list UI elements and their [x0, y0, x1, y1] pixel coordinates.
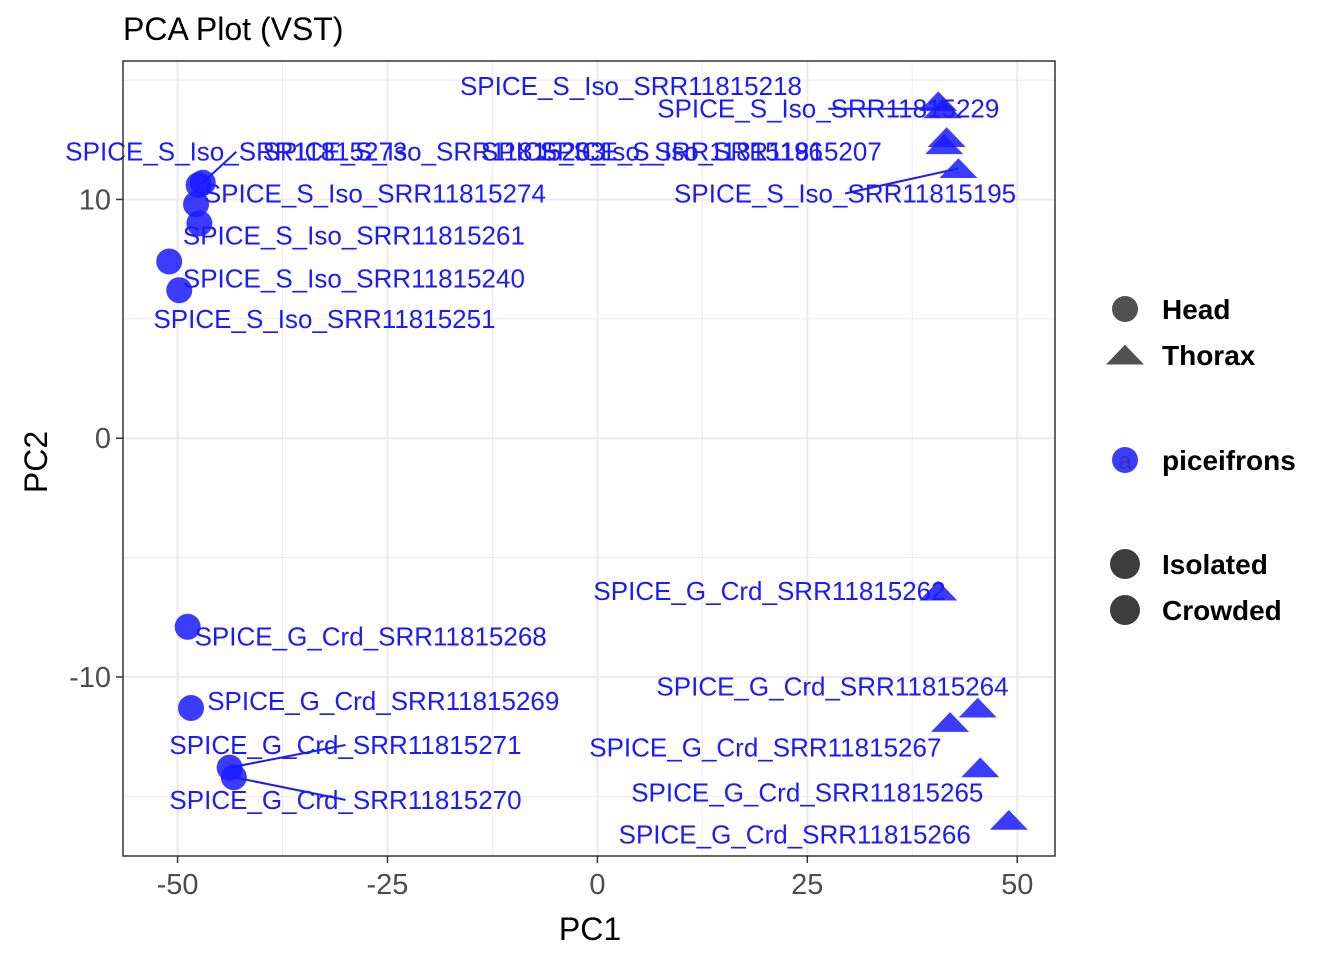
point-label: SPICE_G_Crd_SRR11815264 — [656, 671, 1008, 701]
legend-label-species: piceifrons — [1162, 445, 1296, 476]
legend-label-tissue: Head — [1162, 294, 1230, 325]
panel-border — [122, 60, 1056, 857]
legend-key-glyph: a — [1118, 448, 1132, 475]
legend-key-condition — [1110, 549, 1140, 579]
point-label: SPICE_S_Iso_SRR11815261 — [183, 220, 525, 250]
point-label: SPICE_S_Iso_SRR11815240 — [183, 263, 525, 293]
point-label: SPICE_G_Crd_SRR11815271 — [169, 730, 521, 760]
y-tick-label: -10 — [69, 662, 111, 694]
data-point-thorax — [923, 98, 962, 119]
data-point-thorax — [958, 697, 997, 718]
legend: Head Thorax a piceifrons Isolated Crowded — [1106, 294, 1296, 626]
point-label: SPICE_S_Iso_SRR11815218 — [460, 71, 802, 101]
point-label: SPICE_G_Crd_SRR11815270 — [169, 785, 521, 815]
label-connector — [844, 167, 959, 195]
x-tick-label: 0 — [589, 869, 605, 901]
data-point-thorax — [931, 712, 970, 732]
label-connector — [229, 744, 346, 769]
legend-key-circle — [1112, 296, 1138, 322]
point-label: SPICE_S_Iso_SRR11815195 — [674, 179, 1016, 209]
point-label: SPICE_G_Crd_SRR11815266 — [619, 820, 971, 850]
panel-background — [123, 61, 1055, 856]
point-label: SPICE_S_Iso_SRR11815229 — [657, 94, 999, 124]
legend-label-condition: Crowded — [1162, 595, 1282, 626]
y-tick-label: 10 — [79, 184, 111, 216]
point-label: SPICE_S_Iso_SRR11815251 — [153, 304, 495, 334]
x-tick-label: -50 — [157, 869, 199, 901]
data-point-thorax — [939, 158, 978, 178]
point-label: SPICE_G_Crd_SRR11815265 — [631, 778, 983, 808]
data-point-head — [220, 764, 247, 791]
plot-area: -50 -25 0 25 50 -10 0 10 SPICE_S_Iso_SRR11815218… — [65, 60, 1056, 901]
legend-label-tissue: Thorax — [1162, 340, 1256, 371]
legend-key-condition — [1110, 595, 1140, 625]
x-tick-label: 50 — [1001, 869, 1033, 901]
x-axis-title: PC1 — [559, 911, 621, 947]
data-point-thorax — [961, 757, 1000, 778]
data-point-head — [185, 172, 212, 199]
data-point-head — [178, 694, 205, 721]
point-label: SPICE_G_Crd_SRR11815268 — [195, 621, 547, 651]
label-connector — [233, 776, 346, 801]
x-tick-label: 25 — [791, 869, 823, 901]
y-axis-title: PC2 — [18, 431, 54, 493]
point-label: SPICE_S_Iso_SRR11815196 — [481, 137, 823, 167]
data-point-thorax — [919, 580, 958, 601]
y-tick-label: 0 — [95, 423, 111, 455]
data-point-thorax — [925, 134, 964, 155]
data-point-head — [156, 248, 183, 275]
data-point-thorax — [989, 809, 1028, 830]
x-tick-label: -25 — [367, 869, 409, 901]
data-point-head — [166, 277, 193, 304]
point-label: SPICE_G_Crd_SRR11815262 — [593, 576, 945, 606]
point-label: SPICE_S_Iso_SRR11815207 — [540, 137, 882, 167]
point-label: SPICE_G_Crd_SRR11815269 — [207, 686, 559, 716]
point-label: SPICE_G_Crd_SRR11815267 — [589, 732, 941, 762]
point-label: SPICE_S_Iso_SRR11815274 — [204, 179, 546, 209]
data-point-head — [174, 613, 201, 640]
data-point-head — [186, 210, 213, 237]
legend-key-triangle — [1106, 344, 1144, 365]
legend-key-species — [1112, 447, 1138, 473]
chart-title: PCA Plot (VST) — [123, 11, 344, 47]
point-label: SPICE_S_Iso_SRR11815203 — [263, 137, 605, 167]
legend-label-condition: Isolated — [1162, 549, 1268, 580]
